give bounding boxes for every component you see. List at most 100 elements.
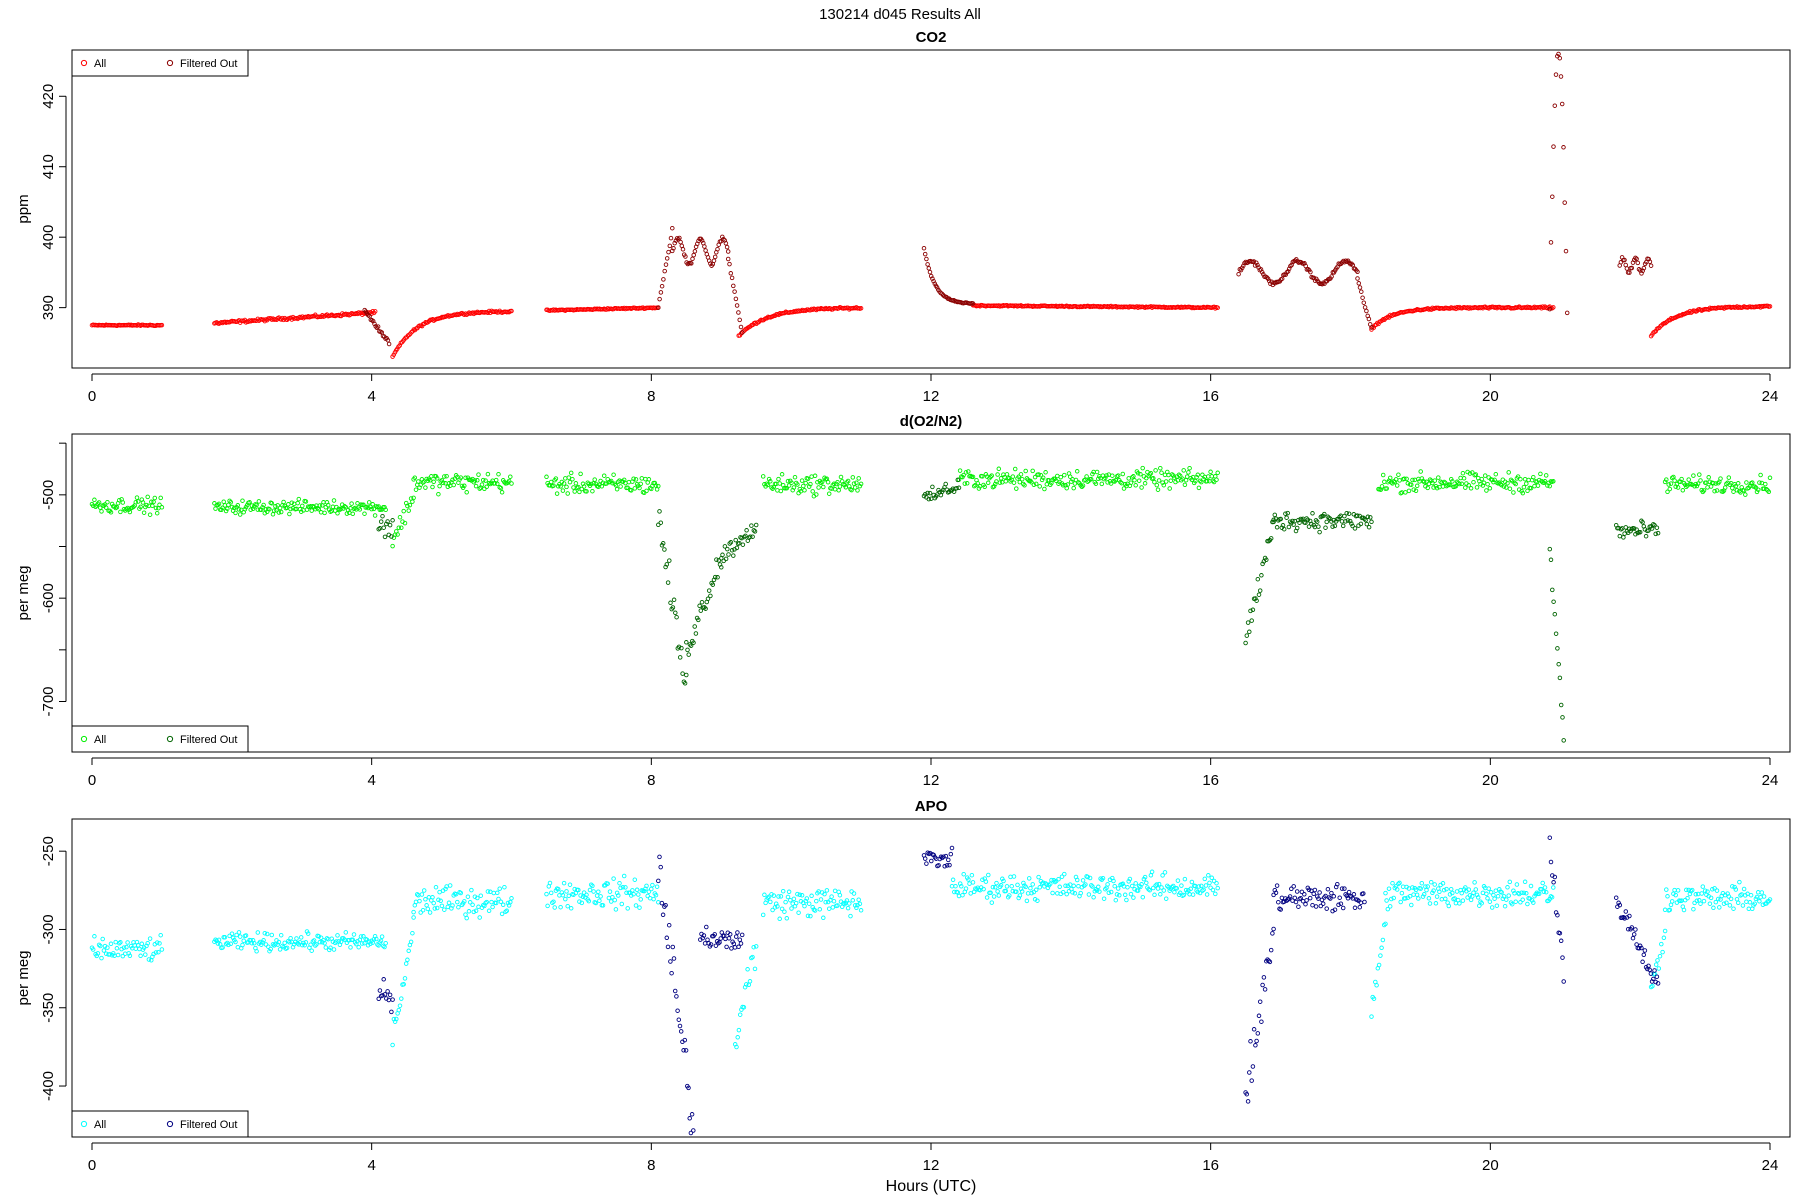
data-point <box>1506 470 1511 475</box>
data-point <box>1636 946 1642 951</box>
data-point <box>658 520 664 525</box>
data-point <box>1724 900 1729 905</box>
data-point <box>1062 472 1067 478</box>
data-point <box>1403 896 1408 901</box>
data-point <box>1251 1027 1257 1032</box>
data-point <box>1509 901 1515 907</box>
data-point <box>436 897 441 903</box>
legend-marker <box>80 1120 88 1128</box>
data-point <box>1271 926 1276 932</box>
data-point <box>963 886 969 891</box>
data-point <box>1446 903 1452 909</box>
data-point <box>1673 484 1678 489</box>
data-point <box>1458 475 1463 481</box>
data-point <box>1637 943 1643 949</box>
data-point <box>760 912 766 918</box>
data-point <box>1156 881 1162 887</box>
data-point <box>1142 481 1148 486</box>
data-point <box>1450 890 1455 896</box>
data-point <box>1457 481 1462 487</box>
data-point <box>616 893 621 898</box>
data-point <box>610 894 615 900</box>
data-point <box>1698 901 1703 906</box>
data-point <box>812 473 818 479</box>
legend-label: Filtered Out <box>180 1119 237 1131</box>
y-tick-label: -250 <box>40 836 57 866</box>
x-tick-label: 8 <box>647 388 655 405</box>
data-point <box>989 900 995 905</box>
data-point <box>988 890 993 896</box>
data-point <box>318 510 324 515</box>
data-point <box>1099 481 1105 487</box>
data-point <box>370 502 375 507</box>
data-point <box>357 507 363 512</box>
data-point <box>1340 523 1346 529</box>
data-point <box>678 239 683 245</box>
data-point <box>430 484 435 490</box>
data-point <box>927 269 933 275</box>
data-point <box>1650 983 1655 989</box>
data-point <box>1108 889 1114 895</box>
data-point <box>261 938 266 943</box>
data-point <box>734 545 740 551</box>
data-point <box>1419 476 1425 481</box>
y-axis: -250-300-350-400 <box>40 836 67 1101</box>
data-point <box>1078 890 1083 896</box>
data-point <box>983 879 989 884</box>
data-point <box>943 481 948 487</box>
data-point <box>944 863 950 868</box>
data-point <box>418 910 423 915</box>
data-point <box>981 886 986 892</box>
data-point <box>509 481 514 486</box>
data-point <box>1039 477 1045 483</box>
data-point <box>1734 896 1740 902</box>
data-point <box>980 474 985 479</box>
data-point <box>844 898 850 903</box>
data-point <box>858 908 864 913</box>
data-point <box>1397 880 1402 886</box>
data-point <box>1139 882 1144 887</box>
data-point <box>1155 886 1161 891</box>
data-point <box>121 945 127 950</box>
data-point <box>1236 271 1241 277</box>
data-point <box>565 903 570 909</box>
x-tick-label: 16 <box>1202 388 1219 405</box>
data-point <box>601 473 607 478</box>
data-point <box>1409 482 1414 487</box>
data-point <box>1551 479 1556 484</box>
data-point <box>1376 962 1382 968</box>
data-point <box>789 480 794 485</box>
data-point <box>217 942 223 947</box>
data-point <box>1662 928 1668 934</box>
data-point <box>450 477 455 483</box>
data-point <box>1657 953 1663 959</box>
data-point <box>1080 878 1086 883</box>
data-point <box>671 597 677 603</box>
data-point <box>273 504 278 509</box>
data-point <box>431 479 436 485</box>
data-point <box>689 261 694 266</box>
data-point <box>669 970 674 976</box>
data-point <box>1072 891 1078 896</box>
data-point <box>666 922 672 928</box>
data-point <box>222 935 228 940</box>
data-point <box>1207 880 1212 886</box>
data-point <box>405 957 410 963</box>
data-point <box>1259 1019 1264 1024</box>
data-point <box>314 942 319 947</box>
data-point <box>1459 890 1464 896</box>
data-point <box>553 476 559 481</box>
data-point <box>362 511 367 516</box>
data-point <box>1087 875 1093 881</box>
data-point <box>1256 592 1262 597</box>
data-point <box>775 488 780 493</box>
data-point <box>1522 476 1528 482</box>
data-point <box>720 552 725 558</box>
data-point <box>712 254 718 260</box>
data-point <box>1204 892 1210 897</box>
data-point <box>998 883 1004 888</box>
data-point <box>1439 897 1445 902</box>
data-point <box>427 478 433 483</box>
data-point <box>639 476 645 481</box>
data-point <box>483 900 488 906</box>
